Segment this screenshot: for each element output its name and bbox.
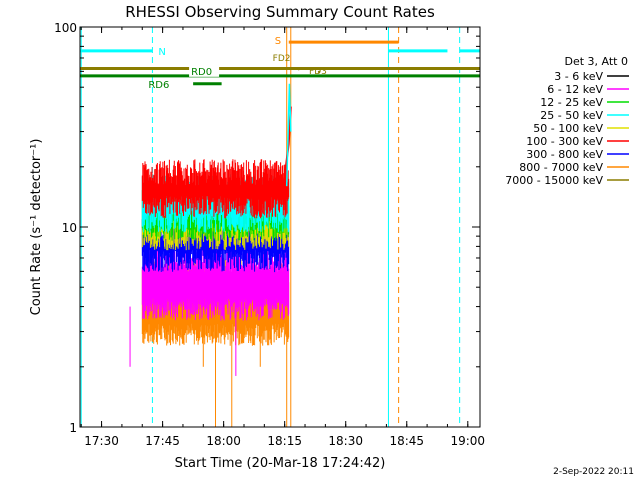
status-label-n: N (158, 47, 165, 58)
x-tick-label-4: 18:30 (328, 434, 363, 448)
status-label-rd6: RD6 (148, 80, 169, 91)
legend-entry-8: 7000 - 15000 keV (505, 174, 603, 187)
y-tick-label-2: 100 (54, 21, 77, 35)
count-band-1 (141, 246, 290, 321)
plot-area: N S RD0 RD6 FD2 FD3 (80, 27, 480, 427)
footer-timestamp: 2-Sep-2022 20:11 (553, 467, 634, 477)
y-axis-label: Count Rate (s⁻¹ detector⁻¹) (29, 139, 44, 316)
x-tick-label-2: 18:00 (206, 434, 241, 448)
legend-entry-1: 6 - 12 keV (547, 83, 603, 96)
x-tick-label-6: 19:00 (450, 434, 485, 448)
status-label-bg-rd0 (189, 64, 220, 77)
cyan-spike-line (285, 83, 292, 187)
status-label-s: S (275, 36, 281, 47)
x-tick-label-3: 18:15 (267, 434, 302, 448)
marker-dot-0 (297, 67, 300, 71)
x-axis-label: Start Time (20-Mar-18 17:24:42) (175, 456, 386, 471)
marker-label-fd2: FD2 (273, 54, 291, 64)
legend-entry-7: 800 - 7000 keV (519, 161, 603, 174)
y-tick-label-0: 1 (69, 421, 77, 435)
chart-title: RHESSI Observing Summary Count Rates (125, 3, 435, 21)
status-label-rd0: RD0 (191, 67, 212, 78)
y-tick-label-1: 10 (62, 221, 77, 235)
legend-entry-4: 50 - 100 keV (533, 122, 603, 135)
legend-entry-6: 300 - 800 keV (526, 148, 603, 161)
count-band-6 (141, 159, 290, 219)
legend-entry-2: 12 - 25 keV (540, 96, 603, 109)
x-tick-label-0: 17:30 (84, 434, 119, 448)
legend-entry-3: 25 - 50 keV (540, 109, 603, 122)
legend-entry-0: 3 - 6 keV (554, 70, 603, 83)
x-tick-label-1: 17:45 (145, 434, 180, 448)
marker-label-fd3: FD3 (309, 67, 327, 77)
x-tick-label-5: 18:45 (389, 434, 424, 448)
legend-entry-5: 100 - 300 keV (526, 135, 603, 148)
marker-dot-1 (317, 70, 321, 74)
axes: 17:30 17:45 18:00 18:15 18:30 18:45 19:00 1 10 10… (54, 21, 485, 448)
legend-title: Det 3, Att 0 (565, 55, 629, 68)
